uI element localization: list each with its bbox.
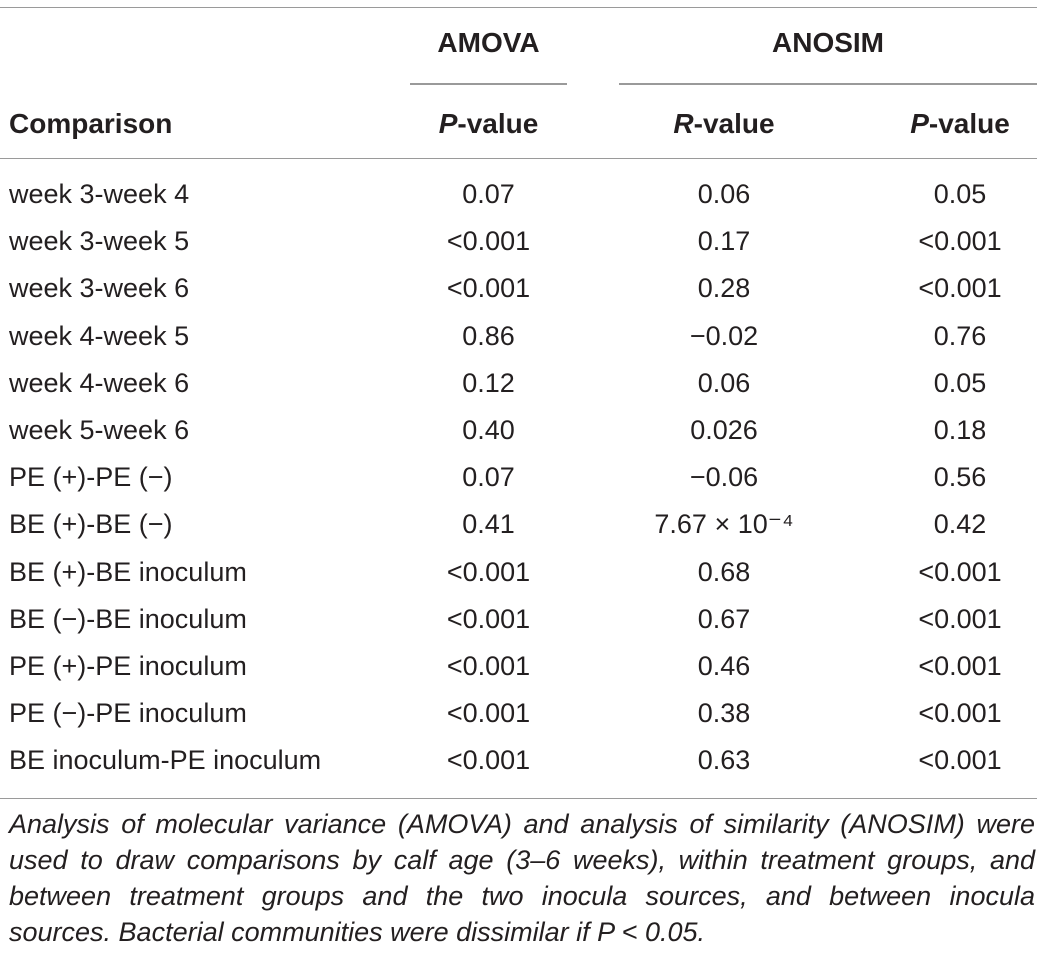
anosim-r-suffix: -value [693, 108, 775, 139]
table-row: PE (−)-PE inoculum <0.001 0.38 <0.001 [0, 691, 1043, 738]
table-footnote: Analysis of molecular variance (AMOVA) a… [9, 809, 1035, 947]
anosim-r-cell: 0.06 [697, 179, 751, 209]
anosim-p-cell: <0.001 [918, 745, 1002, 776]
anosim-r-value-header: R-value [619, 107, 829, 141]
amova-p-cell: 0.86 [462, 320, 515, 351]
anosim-p-cell: 0.42 [933, 509, 987, 540]
amova-p-cell: <0.001 [446, 745, 531, 776]
comparison-cell: week 5-week 6 [9, 414, 190, 445]
table-row: week 3-week 5 <0.001 0.17 <0.001 [0, 219, 1043, 266]
comparison-cell: week 3-week 4 [9, 179, 190, 209]
table-row: BE (−)-BE inoculum <0.001 0.67 <0.001 [0, 597, 1043, 644]
anosim-r-cell: 0.67 [697, 603, 751, 634]
amova-p-cell: 0.07 [462, 179, 515, 209]
anosim-p-cell: 0.05 [933, 367, 987, 398]
amova-group-rule [410, 83, 567, 85]
anosim-group-rule [619, 83, 1037, 85]
table-row: week 3-week 6 <0.001 0.28 <0.001 [0, 266, 1043, 313]
amova-p-cell: <0.001 [446, 698, 531, 729]
anosim-r-cell: 0.38 [697, 698, 751, 729]
comparison-cell: PE (−)-PE inoculum [9, 698, 247, 729]
amova-group-header: AMOVA [437, 27, 540, 58]
table-bottom-rule [0, 798, 1037, 799]
amova-p-value-header: P-value [410, 107, 567, 141]
anosim-p-cell: <0.001 [918, 273, 1002, 304]
anosim-r-cell: 0.17 [697, 226, 751, 257]
comparison-cell: BE (+)-BE inoculum [9, 556, 247, 587]
comparison-cell: PE (+)-PE (−) [9, 462, 173, 493]
table-row: week 3-week 4 0.07 0.06 0.05 [0, 172, 1043, 219]
table-row: week 4-week 5 0.86 −0.02 0.76 [0, 314, 1043, 361]
table-body: week 3-week 4 0.07 0.06 0.05 week 3-week… [0, 172, 1043, 785]
anosim-r-cell: −0.06 [689, 462, 759, 493]
anosim-r-cell: 0.46 [697, 650, 751, 681]
comparison-cell: BE (+)-BE (−) [9, 509, 173, 540]
table-row: PE (+)-PE (−) 0.07 −0.06 0.56 [0, 455, 1043, 502]
anosim-p-cell: 0.05 [933, 179, 987, 209]
amova-p-cell: <0.001 [446, 603, 531, 634]
comparison-cell: PE (+)-PE inoculum [9, 650, 247, 681]
table-top-rule [0, 7, 1037, 8]
amova-p-cell: <0.001 [446, 556, 531, 587]
comparison-cell: week 3-week 5 [9, 226, 190, 257]
anosim-r-symbol: R [673, 108, 694, 139]
amova-p-cell: <0.001 [446, 650, 531, 681]
anosim-p-cell: <0.001 [918, 226, 1002, 257]
anosim-p-cell: 0.18 [933, 414, 987, 445]
anosim-p-cell: <0.001 [918, 556, 1002, 587]
anosim-p-cell: 0.56 [933, 462, 987, 493]
anosim-group-header: ANOSIM [772, 27, 884, 58]
anosim-p-symbol: P [910, 108, 929, 139]
comparison-cell: week 4-week 6 [9, 367, 190, 398]
anosim-p-cell: 0.76 [933, 320, 987, 351]
comparison-cell: week 3-week 6 [9, 273, 190, 304]
comparison-cell: BE (−)-BE inoculum [9, 603, 247, 634]
table-row: week 4-week 6 0.12 0.06 0.05 [0, 361, 1043, 408]
amova-p-suffix: -value [457, 108, 539, 139]
table-row: BE inoculum-PE inoculum <0.001 0.63 <0.0… [0, 738, 1043, 785]
comparison-column-header: Comparison [9, 108, 173, 139]
table-row: BE (+)-BE inoculum <0.001 0.68 <0.001 [0, 550, 1043, 597]
anosim-r-cell: −0.02 [689, 320, 759, 351]
anosim-p-cell: <0.001 [918, 650, 1002, 681]
anosim-p-suffix: -value [928, 108, 1010, 139]
table-row: BE (+)-BE (−) 0.41 7.67 × 10⁻⁴ 0.42 [0, 502, 1043, 549]
table-row: week 5-week 6 0.40 0.026 0.18 [0, 408, 1043, 455]
anosim-p-cell: <0.001 [918, 603, 1002, 634]
amova-p-cell: <0.001 [446, 273, 531, 304]
anosim-r-cell: 0.28 [697, 273, 751, 304]
header-bottom-rule [0, 158, 1037, 159]
comparison-cell: BE inoculum-PE inoculum [9, 745, 322, 776]
table-row: PE (+)-PE inoculum <0.001 0.46 <0.001 [0, 644, 1043, 691]
anosim-r-cell: 0.63 [697, 745, 751, 776]
anosim-r-cell: 0.026 [690, 414, 758, 445]
amova-p-cell: <0.001 [446, 226, 531, 257]
anosim-r-cell: 7.67 × 10⁻⁴ [654, 509, 794, 540]
amova-p-symbol: P [438, 108, 458, 139]
anosim-p-cell: <0.001 [918, 698, 1002, 729]
comparison-cell: week 4-week 5 [9, 320, 190, 351]
amova-p-cell: 0.40 [462, 414, 515, 445]
anosim-r-cell: 0.06 [697, 367, 751, 398]
amova-p-cell: 0.41 [462, 509, 515, 540]
anosim-p-value-header: P-value [880, 107, 1040, 141]
amova-p-cell: 0.07 [462, 462, 515, 493]
anosim-r-cell: 0.68 [697, 556, 751, 587]
amova-p-cell: 0.12 [462, 367, 515, 398]
